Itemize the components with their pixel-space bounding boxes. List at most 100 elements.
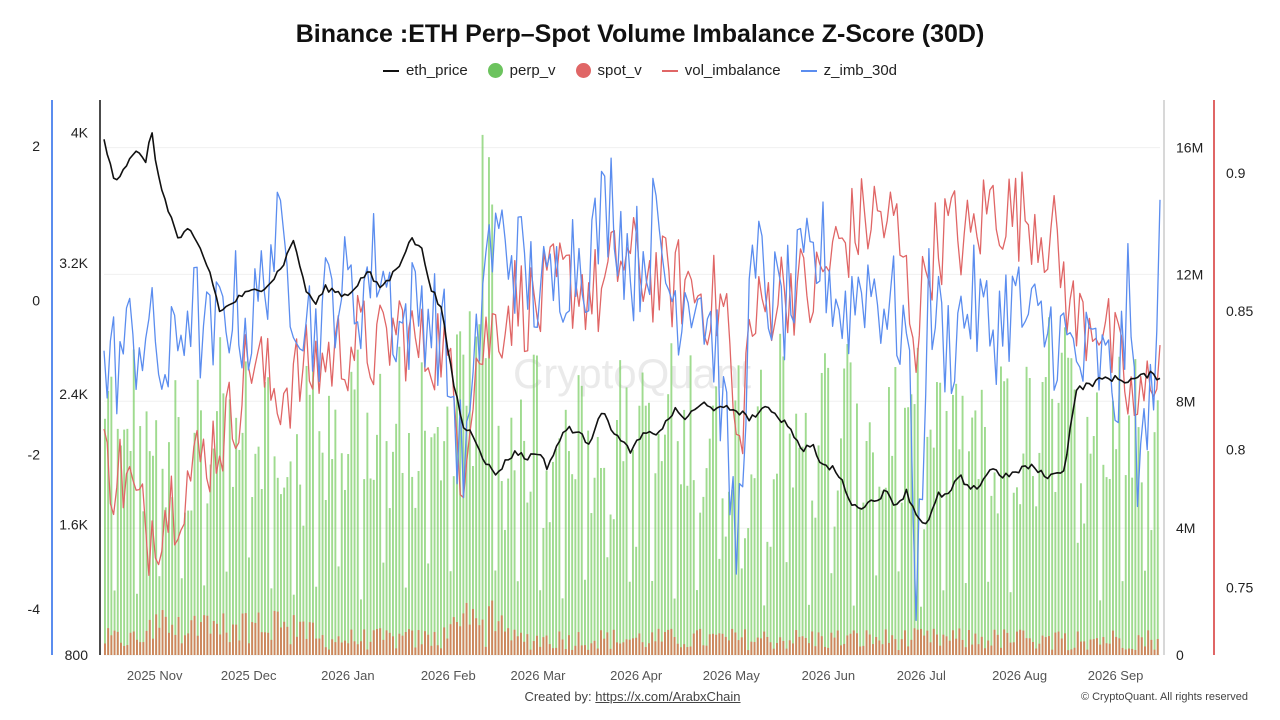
perp-v-bar	[353, 389, 356, 655]
spot-v-bar	[1000, 647, 1002, 655]
spot-v-bar	[900, 639, 903, 655]
spot-v-bar	[308, 622, 311, 655]
perp-v-bar	[446, 406, 449, 655]
perp-v-bar	[881, 490, 884, 655]
perp-v-bar	[961, 395, 964, 655]
spot-v-bar	[296, 636, 298, 655]
perp-v-bar	[577, 375, 580, 655]
perp-v-bar	[532, 354, 535, 655]
spot-v-bar	[273, 610, 276, 655]
perp-v-bar	[209, 464, 212, 655]
spot-v-bar	[1070, 649, 1073, 655]
perp-v-bar	[811, 500, 814, 655]
perp-v-bar	[456, 334, 458, 655]
perp-v-bar	[337, 566, 340, 655]
perp-v-bar	[689, 355, 692, 655]
spot-v-bar	[824, 646, 826, 655]
perp-v-bar	[510, 417, 513, 655]
spot-v-bar	[526, 634, 529, 655]
legend-item-spot-v[interactable]: spot_v	[575, 62, 642, 79]
spot-v-bar	[203, 615, 206, 655]
spot-v-bar	[228, 642, 231, 655]
perp-v-bar	[260, 489, 263, 655]
perp-v-bar	[692, 480, 695, 655]
spot-v-bar	[622, 642, 625, 655]
vol-imbalance-tick-label: 0.75	[1226, 579, 1253, 595]
perp-v-bar	[990, 495, 993, 655]
perp-v-bar	[366, 412, 369, 655]
spot-v-bar	[916, 629, 919, 655]
spot-v-bar	[129, 632, 132, 655]
perp-v-bar	[1150, 530, 1153, 655]
perp-v-bar	[475, 336, 478, 655]
x-tick-label: 2026 Apr	[610, 668, 663, 683]
perp-v-bar	[801, 446, 804, 655]
spot-v-bar	[737, 640, 740, 655]
spot-v-bar	[1105, 643, 1108, 655]
spot-v-bar	[920, 628, 922, 655]
spot-v-bar	[961, 639, 964, 655]
spot-v-bar	[1089, 639, 1092, 655]
perp-v-bar	[193, 432, 196, 655]
perp-v-bar	[606, 557, 609, 655]
spot-v-bar	[894, 639, 897, 655]
perp-v-bar	[363, 479, 366, 655]
perp-v-bar	[616, 420, 618, 655]
spot-v-bar	[145, 630, 148, 655]
perp-v-bar	[843, 368, 846, 655]
perp-v-bar	[708, 438, 711, 655]
legend-item-perp-v[interactable]: perp_v	[487, 62, 556, 79]
perp-v-bar	[241, 432, 244, 655]
series-lines	[103, 132, 1161, 622]
spot-v-bar	[113, 630, 116, 655]
spot-v-bar	[811, 631, 814, 655]
perp-v-bar	[702, 496, 705, 655]
perp-v-bar	[254, 453, 257, 655]
perp-v-bar	[328, 395, 330, 655]
perp-v-bar	[750, 474, 753, 655]
perp-v-bar	[1108, 478, 1111, 655]
spot-v-bar	[132, 631, 135, 655]
vol-imbalance-tick-label: 0.85	[1226, 303, 1253, 319]
legend-item-z-imb-30d[interactable]: z_imb_30d	[800, 62, 897, 79]
spot-v-bar	[555, 647, 558, 655]
spot-v-bar	[654, 641, 657, 655]
eth-price-tick-label: 3.2K	[59, 255, 88, 271]
eth-price-tick-label: 2.4K	[59, 386, 88, 402]
creator-link[interactable]: https://x.com/ArabxChain	[595, 689, 741, 704]
perp-v-bar	[971, 417, 974, 655]
perp-v-bar	[270, 588, 273, 655]
spot-v-bar	[926, 630, 929, 655]
spot-v-bar	[382, 639, 385, 655]
spot-v-bar	[600, 630, 602, 655]
spot-v-bar	[206, 615, 209, 655]
perp-v-bar	[523, 440, 526, 655]
perp-v-bar	[280, 494, 282, 655]
perp-v-bar	[955, 383, 958, 655]
spot-v-bar	[625, 639, 628, 655]
spot-v-bar	[372, 630, 375, 655]
perp-v-bar	[1067, 357, 1070, 655]
perp-v-bar	[1153, 432, 1156, 655]
perp-v-bar	[529, 491, 532, 655]
perp-v-bar	[904, 407, 906, 655]
perp-v-bar	[414, 507, 417, 655]
perp-v-bar	[545, 470, 548, 655]
spot-v-bar	[235, 624, 238, 655]
z-imb-tick-label: -2	[28, 447, 41, 463]
footer-copyright: © CryptoQuant. All rights reserved	[1080, 691, 1248, 703]
spot-v-bar	[1048, 636, 1050, 655]
spot-v-bar	[427, 634, 430, 655]
spot-v-bar	[475, 618, 478, 655]
perp-v-bar	[667, 394, 670, 655]
spot-v-bar	[212, 620, 215, 655]
legend-item-eth-price[interactable]: eth_price	[382, 62, 468, 79]
spot-v-bar	[1054, 632, 1057, 655]
spot-v-bar	[929, 642, 932, 655]
spot-v-bar	[116, 631, 119, 655]
x-tick-label: 2026 May	[703, 668, 761, 683]
legend-item-vol-imbalance[interactable]: vol_imbalance	[661, 62, 781, 79]
perp-v-bar	[516, 581, 519, 655]
spot-v-bar	[644, 647, 647, 655]
